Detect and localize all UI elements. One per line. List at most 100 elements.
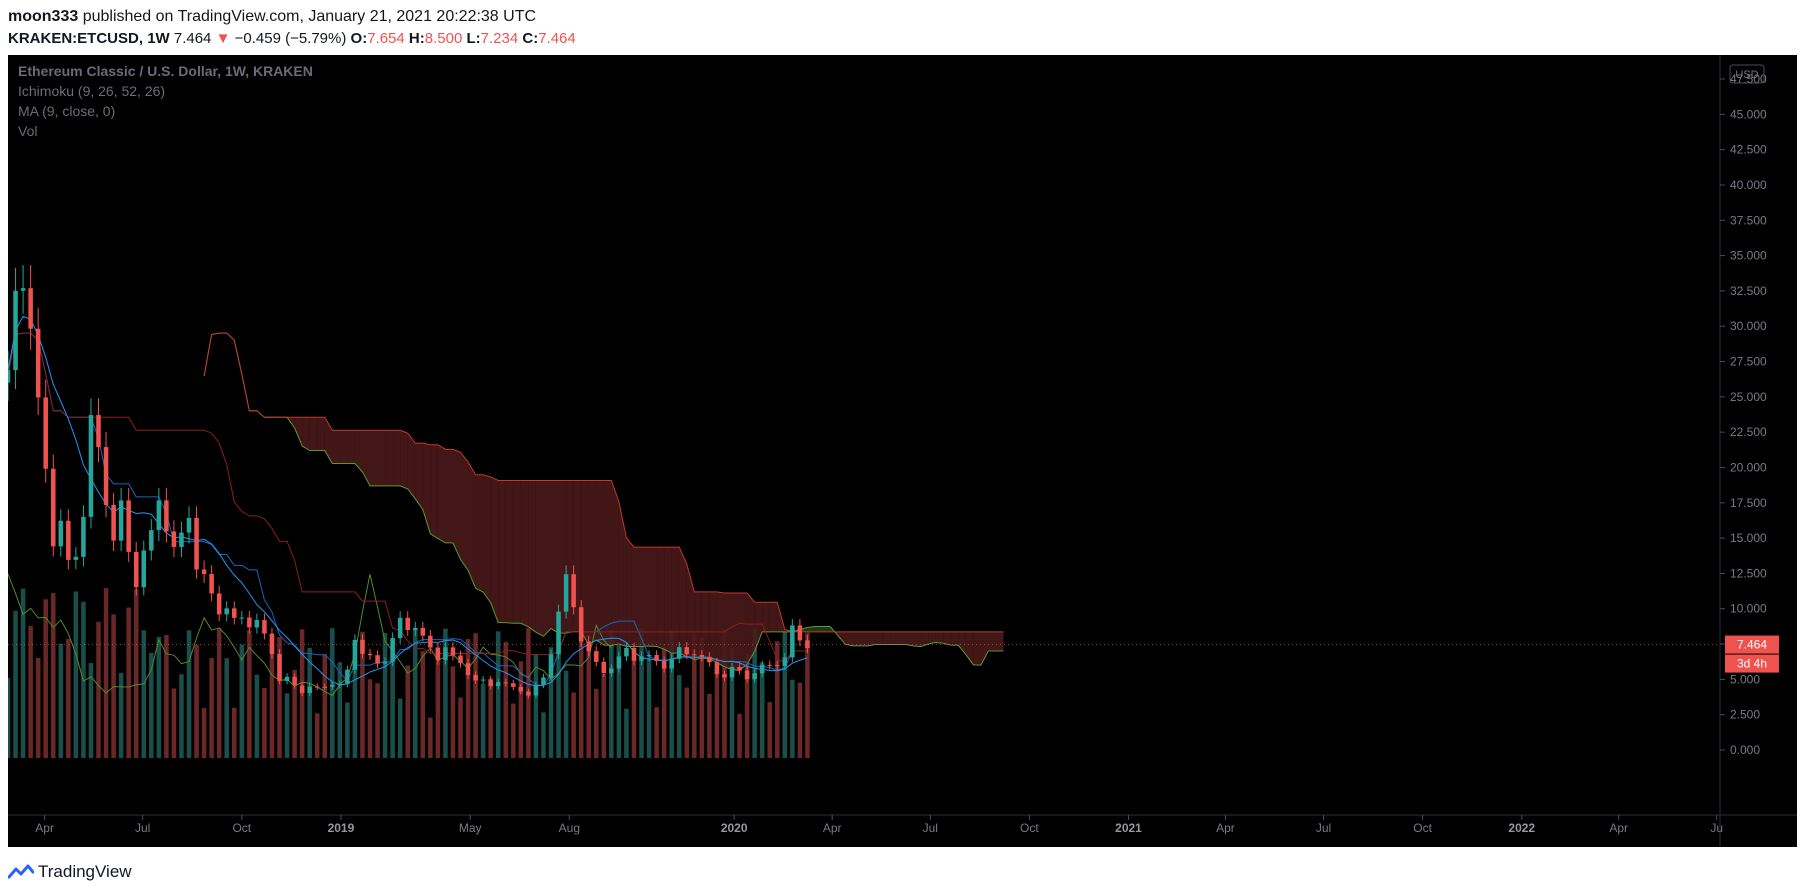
publisher-name[interactable]: moon333 [8,8,79,25]
volume-bar [149,652,154,758]
cloud-segment [958,631,966,655]
price-tick-label: 30.000 [1730,319,1767,333]
cloud-segment [928,631,936,645]
candle-body [149,530,154,551]
cloud-segment [897,631,906,645]
time-axis[interactable]: Apr Jul Oct 2019 May Aug 2020 Apr Jul Oct 2021 Apr J… [35,815,1723,835]
currency-label: USD [1735,69,1758,81]
cloud-segment [988,631,996,651]
candle-body [790,625,795,658]
candle-body [73,556,79,560]
cloud-segment [611,480,619,646]
cloud-segment [724,593,733,670]
candle-body [50,468,56,547]
cloud-segment [347,430,355,464]
volume-bar [480,684,486,758]
cloud-segment [852,631,861,646]
price-tick-label: 40.000 [1730,178,1767,192]
cloud-segment [324,417,333,464]
candle-body [722,674,727,678]
tradingview-logo-icon[interactable] [8,863,34,881]
moving-average-line [8,315,808,687]
cloud-segment [490,476,499,623]
cloud-segment [370,430,378,486]
price-chart[interactable]: 0.0002.5005.0007.50010.00012.50015.00017… [8,55,1797,847]
candle-body [133,551,139,588]
cloud-segment [339,430,348,464]
tradingview-brand[interactable]: TradingView [38,862,132,881]
published-text: published on TradingView.com, January 21… [82,8,537,25]
candle-body [375,655,380,664]
time-tick-label: May [459,821,482,835]
volume-bar [66,638,71,758]
volume-bar [775,641,780,758]
currency-badge[interactable]: USD [1729,64,1765,84]
cloud-segment [709,591,717,663]
volume-bar [714,669,720,758]
cloud-segment [437,444,446,543]
cloud-segment [807,626,815,632]
cloud-segment [837,631,846,645]
volume-bar [164,634,169,758]
volume-bar [729,648,735,758]
volume-bar [322,654,328,758]
volume-bar [428,717,433,758]
cloud-segment [980,631,989,666]
volume-bar [759,662,765,758]
candle-body [360,639,365,654]
price-tick-label: 10.000 [1730,602,1767,616]
volume-bar [443,628,448,758]
volume-bar [465,638,471,758]
candle-body [58,520,64,547]
base-line [8,332,808,663]
volume-bar [103,588,109,758]
volume-bar [58,643,64,758]
candle-body [111,504,116,541]
legend-ichimoku[interactable]: Ichimoku (9, 26, 52, 26) [18,83,165,99]
candle-body [563,574,569,612]
cloud-segment [505,480,514,624]
volume-bar [722,629,727,758]
cloud-segment [913,631,921,647]
time-tick-label: 2020 [721,821,748,835]
cloud-segment [475,474,484,593]
cloud-segment [747,593,755,665]
volume-bar [631,657,637,758]
cloud-segment [535,480,544,637]
cloud-segment [626,537,634,647]
candle-body [35,328,41,398]
cloud-segment [882,631,891,645]
candle-body [488,679,493,687]
candle-body [96,415,101,448]
price-axis[interactable]: 0.0002.5005.0007.50010.00012.50015.00017… [1720,72,1767,757]
candle-body [744,670,750,680]
volume-bar [247,630,252,758]
chart-legend: Ethereum Classic / U.S. Dollar, 1W, KRAK… [18,63,313,139]
cloud-segment [452,449,461,560]
volume-bar [141,630,147,758]
ichimoku-cloud-layer [204,333,1004,671]
cloud-segment [513,480,521,624]
volume-bar [194,644,199,758]
candle-body [631,647,637,661]
legend-title[interactable]: Ethereum Classic / U.S. Dollar, 1W, KRAK… [18,63,313,79]
volume-bar [563,670,569,758]
candle-body [669,658,674,669]
symbol-name[interactable]: KRAKEN:ETCUSD [8,30,139,47]
legend-ma[interactable]: MA (9, close, 0) [18,103,115,119]
volume-bar [692,634,697,758]
candle-body [88,415,94,517]
candle-body [428,635,433,648]
volume-layer [8,588,810,758]
candle-body [284,676,290,681]
chart-canvas[interactable]: 0.0002.5005.0007.50010.00012.50015.00017… [8,55,1797,847]
legend-vol[interactable]: Vol [18,123,37,139]
volume-bar [254,674,260,758]
candle-body [277,654,282,681]
time-tick-label: 2022 [1508,821,1535,835]
price-tick-label: 37.500 [1730,213,1767,227]
cloud-segment [845,631,853,646]
bar-countdown-label: 3d 4h [1737,657,1767,671]
candle-body [646,655,652,657]
cloud-segment [385,430,393,486]
